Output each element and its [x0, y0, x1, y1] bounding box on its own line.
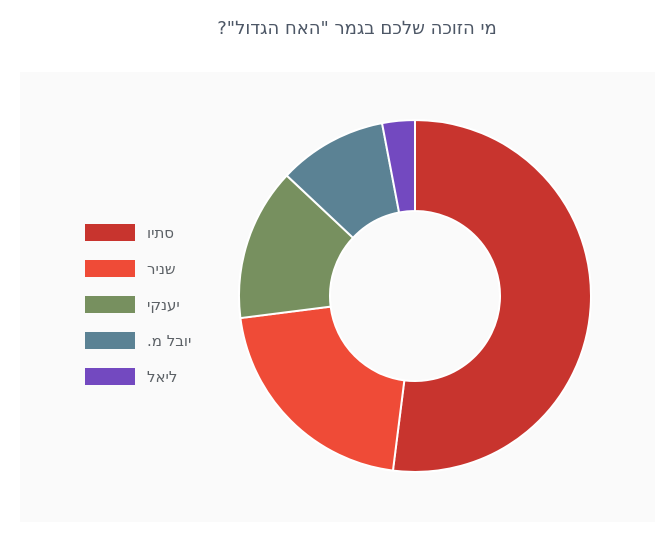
legend-swatch-3: [85, 296, 135, 313]
legend-label-1: סתיו: [147, 223, 175, 242]
legend-swatch-2: [85, 260, 135, 277]
legend-swatch-4: [85, 332, 135, 349]
legend-item-2: שניר: [85, 259, 235, 278]
legend-label-4: יובל מ.: [147, 331, 192, 350]
legend-label-5: ליאל: [147, 367, 178, 386]
pie-slice-5[interactable]: [380, 118, 416, 214]
legend-item-1: סתיו: [85, 223, 235, 242]
chart-title: מי הזוכה שלכם בגמר "האח הגדול"?: [217, 18, 497, 39]
legend-item-3: יענקי: [85, 295, 235, 314]
pie-slice-1[interactable]: [391, 118, 592, 473]
pie-slice-2[interactable]: [239, 305, 406, 472]
legend-item-4: יובל מ.: [85, 331, 235, 350]
chart-legend: סתיו שניר יענקי יובל מ. ליאל: [85, 224, 235, 404]
legend-item-5: ליאל: [85, 367, 235, 386]
legend-swatch-1: [85, 224, 135, 241]
legend-label-2: שניר: [147, 259, 176, 278]
legend-swatch-5: [85, 368, 135, 385]
legend-label-3: יענקי: [147, 295, 180, 314]
